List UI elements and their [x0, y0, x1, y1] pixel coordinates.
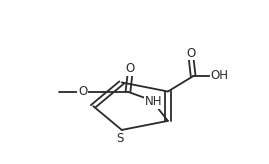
Text: OH: OH — [211, 69, 229, 82]
Text: NH: NH — [144, 95, 162, 108]
Text: O: O — [78, 85, 87, 98]
Text: O: O — [125, 62, 135, 75]
Text: O: O — [186, 47, 196, 60]
Text: S: S — [117, 132, 124, 145]
